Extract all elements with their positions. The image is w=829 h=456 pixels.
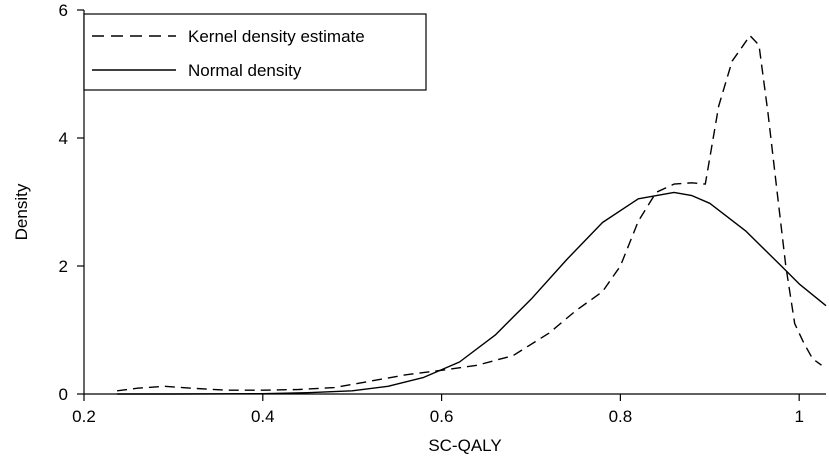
legend-label-2: Normal density (188, 61, 302, 80)
legend-box (83, 13, 427, 91)
y-axis-title: Density (12, 183, 31, 240)
x-axis-title: SC-QALY (428, 436, 501, 455)
y-tick-label: 0 (59, 385, 68, 404)
y-tick-label: 6 (59, 1, 68, 20)
y-tick-label: 2 (59, 257, 68, 276)
series-line-2 (117, 191, 827, 395)
series-line-1 (117, 34, 822, 392)
legend: Kernel density estimate Normal density (83, 13, 427, 91)
x-tick-label: 1 (794, 407, 803, 426)
x-tick-label: 0.8 (609, 407, 633, 426)
legend-label-1: Kernel density estimate (188, 27, 365, 46)
x-tick-label: 0.6 (430, 407, 454, 426)
x-tick-label: 0.4 (251, 407, 275, 426)
x-tick-label: 0.2 (72, 407, 96, 426)
y-tick-label: 4 (59, 129, 68, 148)
plot-area (117, 34, 827, 395)
